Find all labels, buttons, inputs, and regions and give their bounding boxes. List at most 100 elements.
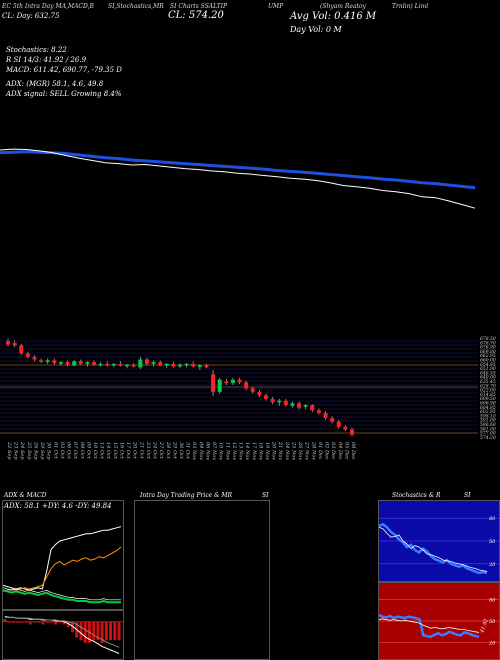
stochastics-readout: Stochastics: 8.22 [6, 46, 67, 54]
date-tick-label: 27 Oct [158, 441, 164, 460]
header-title-1: EC 5th Intra Day MA,MACD,B [2, 3, 94, 10]
macd-histogram-bar [45, 621, 49, 623]
stoch-axis-label: 50 [489, 539, 496, 545]
price-tick-label: 640.00 [480, 375, 496, 381]
date-tick-label: 26 Sep [32, 441, 38, 460]
macd-histogram-bar [33, 621, 37, 623]
candle-body [125, 364, 130, 367]
date-tick-label: 01 Dec [317, 442, 323, 460]
price-tick-label: 678.50 [480, 336, 496, 342]
price-line [0, 148, 476, 209]
macd-histogram-bar [113, 621, 117, 641]
macd-histogram-bar [71, 621, 75, 633]
date-tick-label: 10 Nov [218, 442, 224, 460]
candle-body [343, 426, 348, 430]
date-tick-label: 14 Nov [244, 442, 250, 460]
price-tick-label: 635.45 [480, 379, 496, 385]
date-tick-label: 01 Oct [52, 442, 58, 460]
candle-body [105, 363, 110, 366]
date-tick-label: 08 Dec [350, 442, 356, 460]
candle-body [19, 345, 24, 354]
date-tick-label: 23 Sep [13, 441, 19, 460]
plus-dy-line [3, 589, 121, 604]
date-tick-label: 20 Oct [132, 441, 138, 460]
candle-body [151, 362, 156, 364]
price-tick-label: 628.70 [480, 383, 496, 389]
macd-histogram-bar [62, 621, 66, 625]
date-tick-label: 17 Oct [125, 442, 131, 460]
candle-body [350, 429, 354, 435]
adx-panel: ADX: 58.1 +DY: 4.6 -DY: 49.84 [2, 500, 124, 610]
candle-body [211, 374, 216, 392]
candle-body [323, 412, 328, 419]
price-tick-label: 586.60 [480, 422, 496, 428]
intraday-si-title: SI [262, 492, 269, 499]
price-tick-label: 577.00 [480, 431, 496, 437]
date-tick-label: 04 Dec [337, 442, 343, 460]
date-tick-label: 19 Nov [264, 442, 270, 460]
price-tick-label: 574.20 [480, 435, 496, 440]
macd-histogram-bar [100, 621, 104, 643]
date-tick-label: 20 Nov [271, 441, 277, 460]
intraday-title: Intra Day Trading Price & MR [140, 492, 233, 499]
price-tick-label: 602.95 [480, 409, 496, 415]
macd-histogram-bar [16, 621, 20, 623]
candle-body [65, 362, 70, 365]
price-tick-label: 609.50 [480, 396, 496, 402]
candle-body [283, 400, 288, 405]
price-tick-label: 651.00 [480, 366, 496, 372]
date-tick-label: 07 Nov [211, 442, 217, 460]
rsi-line [379, 614, 480, 639]
candle-body [277, 400, 282, 403]
macd-histogram-bar [58, 621, 62, 623]
date-tick-label: 23 Oct [145, 441, 151, 460]
macd-histogram-bar [28, 621, 32, 625]
rsi-axis-label: 50 [489, 619, 496, 625]
candle-body [85, 362, 90, 364]
price-tick-label: 581.00 [480, 426, 496, 432]
rsi-value-label: 41.92 [479, 618, 490, 634]
date-tick-label: 04 Nov [198, 442, 204, 460]
price-tick-label: 596.10 [480, 413, 496, 419]
date-axis: 22 Sep 23 Sep 24 Sep 25 Sep 26 Sep 29 Sep 30 S… [6, 441, 356, 460]
date-tick-label: 24 Nov [284, 441, 290, 460]
date-tick-label: 21 Nov [277, 441, 283, 460]
stochastics-panel: 80 50 20 [378, 500, 500, 582]
candle-body [52, 360, 57, 363]
date-tick-label: 27 Nov [304, 441, 310, 460]
candle-body [303, 405, 308, 407]
adx-macd-title: ADX & MACD [4, 492, 47, 499]
rsi-panel: 80 50 20 41.92 [378, 582, 500, 660]
date-tick-label: 06 Nov [204, 442, 210, 460]
candle-body [158, 362, 163, 366]
candle-body [336, 421, 341, 427]
candle-body [111, 363, 116, 366]
date-tick-label: 06 Oct [66, 442, 72, 460]
date-tick-label: 28 Oct [165, 441, 171, 460]
candle-body [290, 403, 295, 406]
day-close: CL: Day: 632.75 [2, 12, 60, 20]
price-tick-label: 604.85 [480, 405, 496, 411]
macd-histogram-bar [41, 621, 45, 625]
macd-histogram-bar [79, 621, 83, 641]
candlestick-chart: 678.50676.70676.90669.80662.95660.00654.… [0, 336, 496, 440]
candle-body [264, 395, 268, 399]
macd-histogram-bar [104, 621, 108, 641]
adx-signal: ADX signal: SELL Growing 8.4% [6, 90, 122, 98]
minus-dy-line [3, 546, 122, 592]
candle-body [237, 379, 242, 383]
adx-lines [3, 526, 122, 604]
candle-body [297, 403, 302, 408]
price-tick-label: 662.95 [480, 353, 496, 359]
close-price: CL: 574.20 [168, 10, 224, 21]
date-tick-label: 18 Nov [257, 442, 263, 460]
day-volume: Day Vol: 0 M [290, 25, 342, 34]
candle-body [39, 360, 44, 362]
candle-body [178, 364, 182, 367]
date-tick-label: 14 Oct [105, 442, 111, 460]
macd-histogram-bar [66, 621, 70, 628]
macd-histogram-bar [11, 621, 15, 623]
macd-histogram-bar [83, 621, 87, 643]
date-tick-label: 31 Oct [185, 442, 191, 460]
macd-histogram-bar [54, 621, 58, 625]
